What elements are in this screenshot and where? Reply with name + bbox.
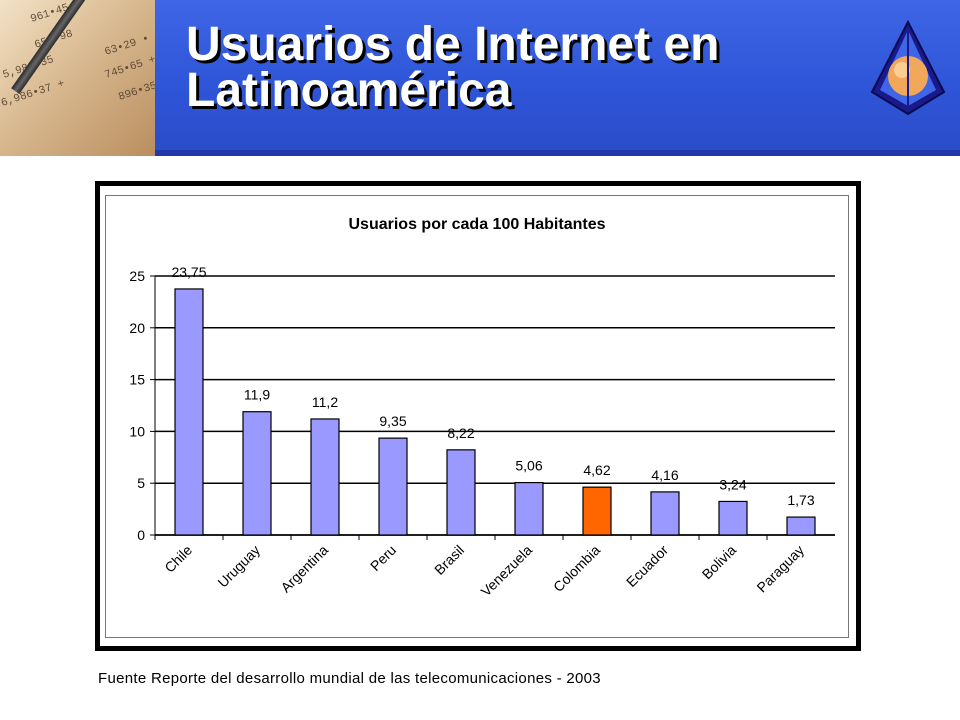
header-banner [0,0,960,156]
y-tick-label: 25 [129,268,145,284]
x-tick-label: Colombia [550,542,603,595]
bar [514,481,544,536]
data-label: 4,62 [583,462,610,478]
data-label: 4,16 [651,467,678,483]
bar [650,491,680,536]
bar [378,437,408,536]
data-label: 5,06 [515,458,542,474]
x-tick-label: Peru [367,542,399,574]
bar [446,449,476,536]
x-tick-label: Venezuela [478,542,536,600]
x-tick-label: Ecuador [623,542,671,590]
slide-title: Usuarios de Internet en Latinoamérica [186,18,720,117]
y-tick-label: 0 [137,527,145,543]
data-label: 8,22 [447,425,474,441]
pyramid-logo-icon [870,19,946,116]
bar [310,418,340,536]
bar [786,516,816,536]
x-tick-label: Paraguay [753,542,807,596]
y-tick-label: 15 [129,372,145,388]
source-note: Fuente Reporte del desarrollo mundial de… [98,670,601,687]
x-tick-label: Uruguay [214,542,263,591]
chart-title: Usuarios por cada 100 Habitantes [349,216,606,233]
chart-plot-border [105,195,849,638]
data-label: 1,73 [787,492,814,508]
header-divider [0,150,960,156]
bar [582,486,612,536]
ledger-photo: 961•45 653•98 5,986•35 6,986•37 + 63•29 … [0,0,155,156]
x-tick-label: Argentina [277,542,331,596]
x-tick-label: Bolivia [699,542,740,583]
x-tick-label: Brasil [431,542,467,578]
bar [718,500,748,536]
data-label: 11,9 [244,387,270,403]
bar [174,288,204,536]
data-label: 23,75 [171,264,206,280]
x-tick-label: Chile [161,542,195,576]
data-label: 3,24 [719,476,746,492]
data-label: 9,35 [379,413,406,429]
y-tick-label: 5 [137,475,145,491]
chart-frame [95,181,861,651]
bar [242,411,272,536]
y-tick-label: 20 [129,320,145,336]
y-tick-label: 10 [129,423,145,439]
data-label: 11,2 [312,394,338,410]
